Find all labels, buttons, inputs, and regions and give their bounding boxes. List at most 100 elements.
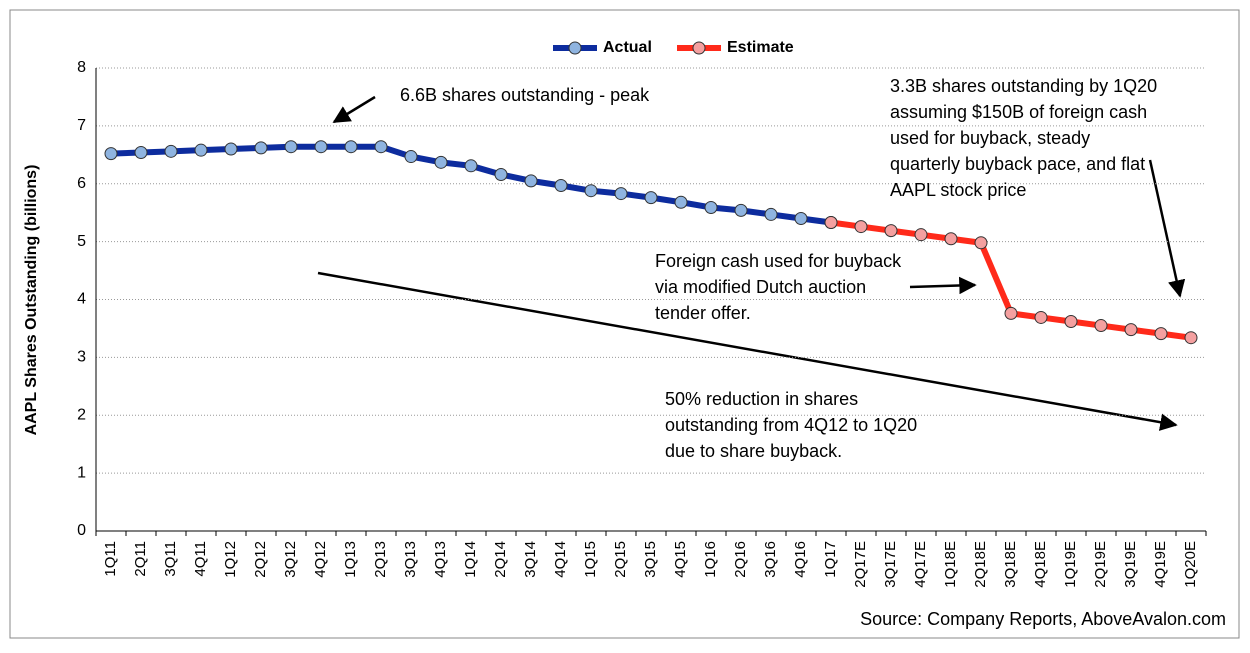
x-tick-label: 1Q12 — [222, 541, 239, 578]
data-point — [284, 140, 298, 154]
legend-marker — [568, 41, 582, 55]
legend-marker — [692, 41, 706, 55]
annotation: 50% reduction in shares — [665, 389, 858, 409]
x-tick-label: 2Q13 — [372, 541, 389, 578]
x-tick-label: 2Q19E — [1092, 541, 1109, 588]
data-point — [644, 191, 658, 205]
arrow — [317, 271, 1178, 431]
data-point — [314, 140, 328, 154]
x-tick-label: 2Q14 — [492, 541, 509, 578]
data-point — [764, 207, 778, 221]
data-point — [944, 232, 958, 246]
data-point — [584, 184, 598, 198]
y-tick-label: 2 — [77, 406, 86, 423]
data-point — [254, 141, 268, 155]
y-tick-label: 8 — [77, 59, 86, 76]
annotation: 3.3B shares outstanding by 1Q20 — [890, 76, 1157, 96]
data-point — [434, 155, 448, 169]
y-tick-label: 6 — [77, 175, 86, 192]
annotation: used for buyback, steady — [890, 128, 1090, 148]
x-tick-label: 3Q12 — [282, 541, 299, 578]
x-tick-label: 4Q19E — [1152, 541, 1169, 588]
data-point — [1184, 331, 1198, 345]
series-line — [110, 143, 832, 226]
data-point — [104, 147, 118, 161]
frame — [9, 9, 1240, 639]
arrow — [332, 95, 376, 124]
x-tick-label: 3Q14 — [522, 541, 539, 578]
data-point — [344, 140, 358, 154]
data-point — [134, 145, 148, 159]
x-tick-label: 1Q19E — [1062, 541, 1079, 588]
data-point — [1034, 310, 1048, 324]
data-point — [704, 200, 718, 214]
x-tick-label: 2Q17E — [852, 541, 869, 588]
data-point — [374, 140, 388, 154]
arrow — [1148, 159, 1186, 298]
x-tick-label: 2Q11 — [132, 541, 149, 577]
y-tick-label: 7 — [77, 117, 86, 134]
x-tick-label: 1Q11 — [102, 541, 119, 577]
data-point — [1094, 319, 1108, 333]
data-point — [224, 142, 238, 156]
legend-label: Estimate — [727, 39, 794, 56]
y-tick-label: 1 — [77, 464, 86, 481]
x-tick-label: 3Q17E — [882, 541, 899, 588]
arrows — [317, 95, 1186, 431]
annotation: 6.6B shares outstanding - peak — [400, 85, 650, 105]
annotation: AAPL stock price — [890, 180, 1026, 200]
x-tick-label: 3Q13 — [402, 541, 419, 578]
legend-label: Actual — [603, 39, 652, 56]
x-tick-label: 4Q18E — [1032, 541, 1049, 588]
data-point — [1124, 323, 1138, 337]
data-point — [734, 203, 748, 217]
y-tick-label: 3 — [77, 349, 86, 366]
x-tick-label: 2Q18E — [972, 541, 989, 588]
x-tick-label: 1Q13 — [342, 541, 359, 578]
x-tick-label: 4Q15 — [672, 541, 689, 578]
data-point — [164, 144, 178, 158]
data-point — [914, 228, 928, 242]
annotation: outstanding from 4Q12 to 1Q20 — [665, 415, 917, 435]
data-point — [794, 211, 808, 225]
x-tick-label: 4Q12 — [312, 541, 329, 578]
x-tick-label: 4Q13 — [432, 541, 449, 578]
data-point — [1064, 314, 1078, 328]
data-point — [494, 167, 508, 181]
x-tick-label: 1Q15 — [582, 541, 599, 578]
data-point — [824, 216, 838, 230]
y-tick-label: 5 — [77, 233, 86, 250]
data-point — [884, 224, 898, 238]
x-tick-label: 3Q18E — [1002, 541, 1019, 588]
data-point — [974, 236, 988, 250]
data-point — [554, 178, 568, 192]
x-tick-label: 3Q11 — [162, 541, 179, 577]
y-axis-label: AAPL Shares Outstanding (billions) — [23, 165, 40, 436]
x-tick-label: 4Q16 — [792, 541, 809, 578]
x-tick-label: 3Q16 — [762, 541, 779, 578]
annotation: assuming $150B of foreign cash — [890, 102, 1147, 122]
x-tick-label: 2Q15 — [612, 541, 629, 578]
data-point — [674, 195, 688, 209]
y-tick-label: 0 — [77, 522, 86, 539]
data-point — [614, 187, 628, 201]
x-tick-label: 1Q20E — [1182, 541, 1199, 588]
x-tick-label: 1Q18E — [942, 541, 959, 588]
data-point — [404, 150, 418, 164]
x-tick-label: 1Q16 — [702, 541, 719, 578]
data-point — [854, 220, 868, 234]
data-point — [524, 174, 538, 188]
x-tick-label: 4Q14 — [552, 541, 569, 578]
data-point — [464, 159, 478, 173]
x-tick-label: 4Q11 — [192, 541, 209, 577]
annotation: via modified Dutch auction — [655, 277, 866, 297]
annotation: due to share buyback. — [665, 441, 842, 461]
data-point — [194, 143, 208, 157]
data-point — [1154, 327, 1168, 341]
x-tick-label: 3Q15 — [642, 541, 659, 578]
data-point — [1004, 306, 1018, 320]
x-tick-label: 1Q17 — [822, 541, 839, 578]
annotation: Foreign cash used for buyback — [655, 251, 902, 271]
annotation: quarterly buyback pace, and flat — [890, 154, 1145, 174]
